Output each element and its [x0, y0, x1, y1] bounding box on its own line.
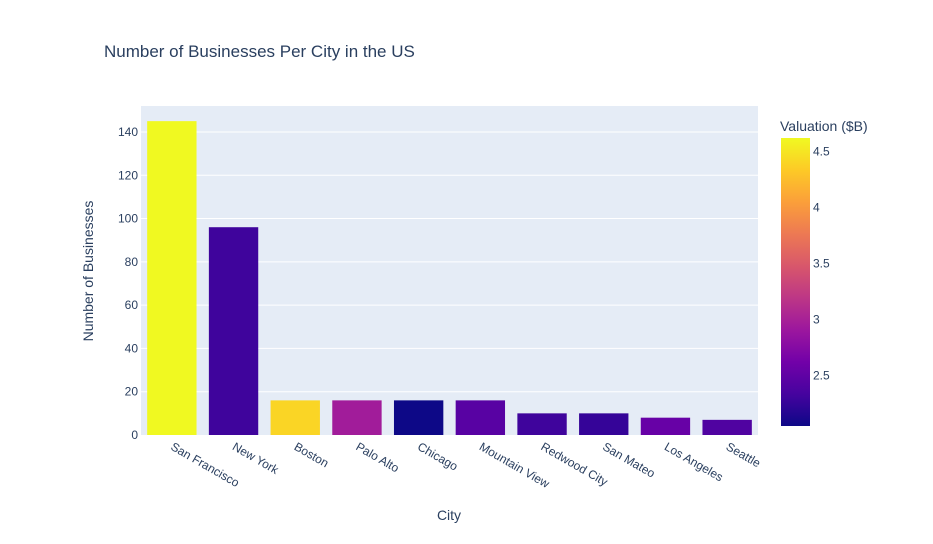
bar — [393, 400, 444, 435]
y-tick-label: 100 — [118, 212, 138, 226]
bar — [455, 400, 506, 435]
y-tick-label: 80 — [125, 255, 139, 269]
x-tick-label: Los Angeles — [662, 439, 726, 484]
y-axis-ticks: 0 20 40 60 80 100 120 140 — [118, 125, 138, 442]
colorbar-tick-label: 4 — [813, 200, 820, 214]
chart-title: Number of Businesses Per City in the US — [104, 42, 415, 61]
colorbar-ticks: 2.5 3 3.5 4 4.5 — [813, 144, 830, 382]
y-tick-label: 60 — [125, 298, 139, 312]
y-tick-label: 40 — [125, 341, 139, 355]
colorbar-title: Valuation ($B) — [780, 118, 868, 134]
colorbar-tick-label: 3 — [813, 313, 820, 327]
y-tick-label: 120 — [118, 168, 138, 182]
x-tick-label: Boston — [292, 439, 331, 470]
colorbar-tick-label: 4.5 — [813, 144, 830, 158]
y-axis-title: Number of Businesses — [80, 201, 96, 342]
bar — [579, 413, 629, 435]
x-tick-label: New York — [230, 439, 282, 477]
x-axis-title: City — [437, 507, 461, 523]
bar — [208, 227, 259, 435]
colorbar-tick-label: 3.5 — [813, 257, 830, 271]
colorbar-tick-label: 2.5 — [813, 369, 830, 383]
x-tick-label: Seattle — [724, 439, 764, 470]
bar — [517, 413, 567, 435]
y-tick-label: 20 — [125, 385, 139, 399]
bar — [270, 400, 320, 435]
bar — [332, 400, 382, 435]
x-tick-label: Chicago — [415, 439, 460, 473]
x-tick-label: San Francisco — [168, 439, 242, 490]
x-tick-label: San Mateo — [600, 439, 658, 480]
bar — [640, 417, 691, 435]
y-tick-label: 0 — [131, 428, 138, 442]
bars — [147, 121, 752, 436]
bar — [147, 121, 197, 436]
y-tick-label: 140 — [118, 125, 138, 139]
colorbar — [781, 138, 810, 426]
bar — [702, 419, 752, 435]
x-tick-label: Palo Alto — [353, 439, 401, 475]
